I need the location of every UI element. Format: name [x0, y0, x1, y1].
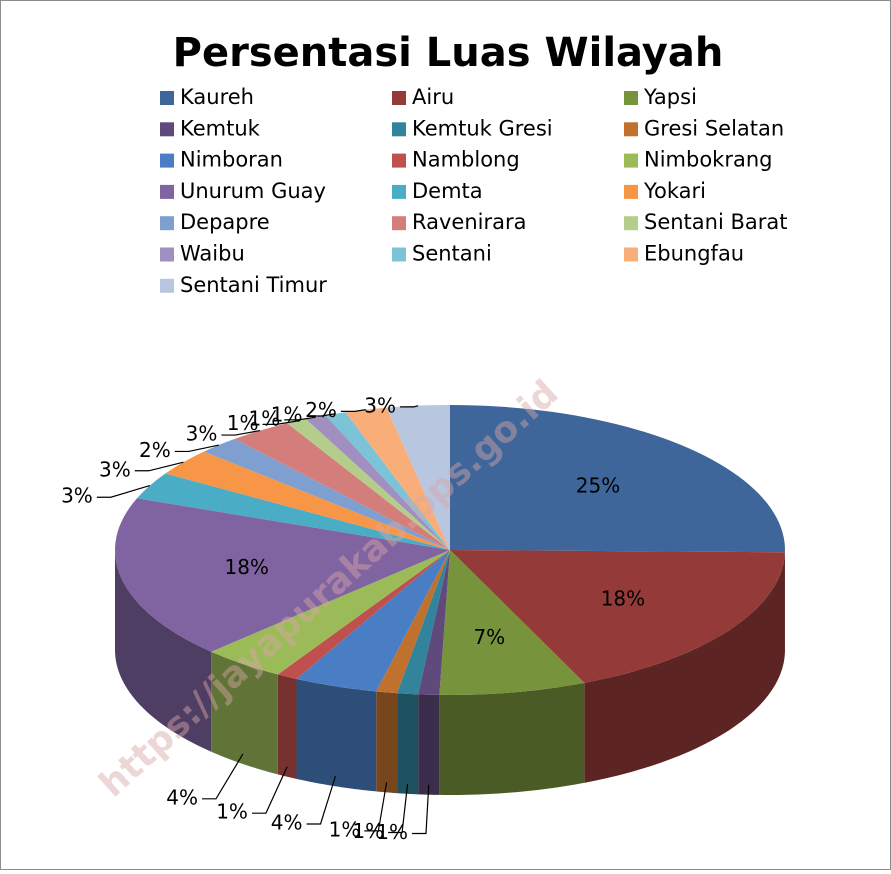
slice-side — [376, 691, 397, 793]
data-label: 3% — [186, 422, 218, 446]
legend-label: Gresi Selatan — [644, 116, 784, 140]
legend-label: Kaureh — [180, 85, 254, 109]
legend-label: Yokari — [643, 179, 706, 203]
legend-swatch — [392, 154, 406, 168]
slice-side — [296, 679, 376, 792]
legend-swatch — [392, 216, 406, 230]
slice-side — [418, 694, 439, 795]
legend-label: Sentani Timur — [180, 273, 327, 297]
legend-label: Waibu — [180, 242, 245, 266]
data-label: 18% — [224, 555, 268, 579]
data-label: 25% — [576, 473, 620, 497]
legend-label: Sentani Barat — [644, 210, 788, 234]
data-label: 4% — [166, 785, 198, 809]
legend-swatch — [160, 185, 174, 199]
legend-swatch — [392, 122, 406, 136]
legend-label: Demta — [412, 179, 483, 203]
legend-label: Depapre — [180, 210, 270, 234]
legend-swatch — [624, 248, 638, 262]
legend-swatch — [160, 154, 174, 168]
data-label: 1% — [271, 403, 303, 427]
legend-swatch — [392, 91, 406, 105]
legend-swatch — [160, 279, 174, 293]
legend-label: Namblong — [412, 148, 520, 172]
legend-swatch — [624, 154, 638, 168]
legend-swatch — [624, 122, 638, 136]
legend-label: Nimbokrang — [644, 148, 772, 172]
legend-label: Sentani — [412, 242, 492, 266]
slice-side — [397, 693, 418, 794]
legend-label: Airu — [412, 85, 454, 109]
data-label: 4% — [271, 810, 303, 834]
data-label: 3% — [61, 484, 93, 508]
legend-swatch — [624, 185, 638, 199]
legend-label: Ravenirara — [412, 210, 527, 234]
legend-label: Ebungfau — [644, 242, 744, 266]
data-label: 18% — [601, 586, 645, 610]
data-label: 3% — [99, 457, 131, 481]
legend-label: Kemtuk — [180, 116, 261, 140]
legend-swatch — [160, 216, 174, 230]
legend-swatch — [160, 248, 174, 262]
legend-label: Kemtuk Gresi — [412, 116, 553, 140]
data-label: 2% — [305, 398, 337, 422]
slice-side — [278, 674, 297, 778]
legend-swatch — [160, 91, 174, 105]
chart-title: Persentasi Luas Wilayah — [173, 30, 724, 76]
legend-label: Nimboran — [180, 148, 283, 172]
data-label: 7% — [473, 625, 505, 649]
legend-label: Yapsi — [643, 85, 697, 109]
data-label: 3% — [364, 393, 396, 417]
legend-swatch — [160, 122, 174, 136]
legend-swatch — [392, 185, 406, 199]
legend-swatch — [624, 216, 638, 230]
data-label: 1% — [216, 800, 248, 824]
slice-side — [439, 683, 584, 795]
data-label: 1% — [329, 817, 361, 841]
legend-swatch — [392, 248, 406, 262]
legend-label: Unurum Guay — [180, 179, 326, 203]
legend-swatch — [624, 91, 638, 105]
data-label: 2% — [139, 438, 171, 462]
